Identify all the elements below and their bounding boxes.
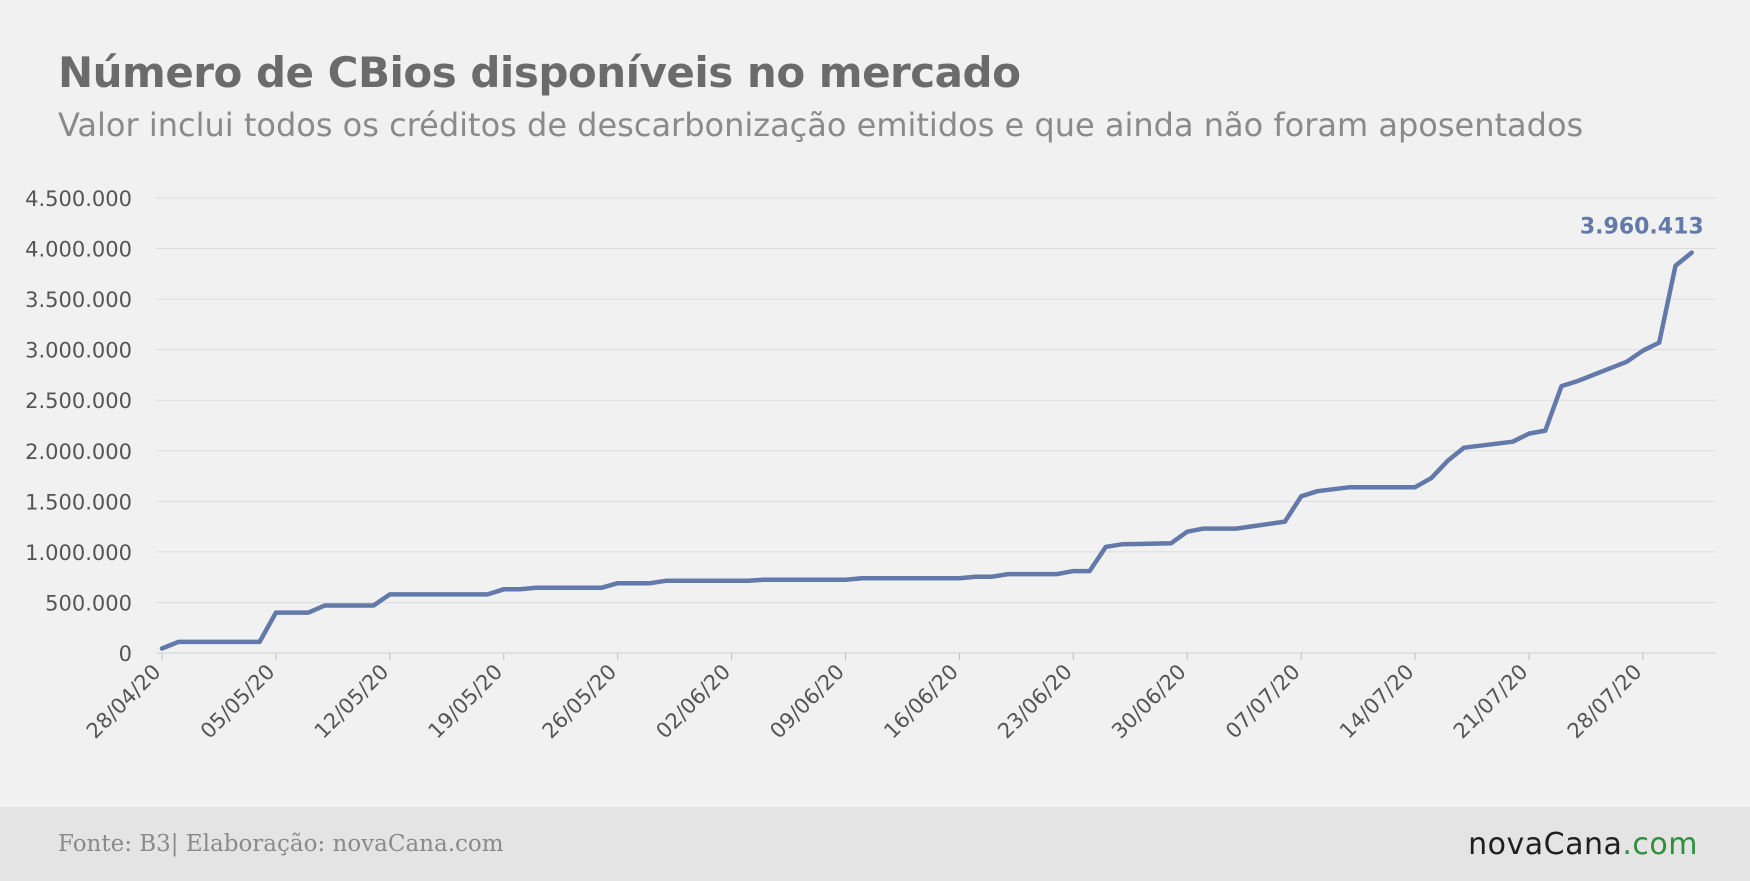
data-label: 3.960.413: [1580, 215, 1704, 240]
y-tick-label: 4.000.000: [25, 238, 132, 262]
x-tick-label: 14/07/20: [1335, 660, 1419, 744]
series-line: [159, 250, 1694, 651]
x-tick-label: 12/05/20: [310, 660, 394, 744]
x-tick-label: 30/06/20: [1107, 660, 1191, 744]
brand-logo: novaCana.com: [1468, 827, 1698, 862]
x-tick-label: 28/07/20: [1563, 660, 1647, 744]
line-chart: 0 500.000 1.000.000 1.500.000 2.000.000 2.500…: [25, 187, 1716, 744]
chart-title: Número de CBios disponíveis no mercado: [58, 48, 1021, 97]
x-tick-label: 26/05/20: [538, 660, 622, 744]
y-tick-label: 1.000.000: [25, 541, 132, 565]
y-tick-label: 1.500.000: [25, 490, 132, 514]
gridlines: [156, 197, 1716, 660]
y-axis-tick-labels: 0 500.000 1.000.000 1.500.000 2.000.000 2.500…: [25, 187, 132, 666]
brand-suffix: .com: [1622, 827, 1698, 862]
x-axis-tick-labels: 28/04/20 05/05/20 12/05/20 19/05/20 26/05/20…: [82, 660, 1647, 744]
y-tick-label: 2.000.000: [25, 440, 132, 464]
y-tick-label: 2.500.000: [25, 389, 132, 413]
footer-bar: Fonte: B3| Elaboração: novaCana.com nova…: [0, 807, 1750, 881]
y-tick-label: 4.500.000: [25, 187, 132, 211]
x-tick-label: 16/06/20: [879, 660, 963, 744]
x-tick-label: 02/06/20: [651, 660, 735, 744]
brand-name: novaCana: [1468, 827, 1623, 862]
x-tick-label: 07/07/20: [1221, 660, 1305, 744]
x-tick-label: 09/06/20: [765, 660, 849, 744]
x-tick-label: 23/06/20: [993, 660, 1077, 744]
x-tick-label: 21/07/20: [1449, 660, 1533, 744]
x-tick-label: 28/04/20: [82, 660, 166, 744]
y-tick-label: 0: [119, 642, 132, 666]
series-layer: [159, 250, 1694, 651]
source-credit: Fonte: B3| Elaboração: novaCana.com: [58, 831, 504, 857]
annotations: 3.960.413: [1580, 215, 1704, 240]
y-tick-label: 3.500.000: [25, 288, 132, 312]
x-tick-label: 19/05/20: [424, 660, 508, 744]
x-tick-label: 05/05/20: [196, 660, 280, 744]
y-tick-label: 500.000: [45, 591, 132, 615]
chart-subtitle: Valor inclui todos os créditos de descar…: [58, 106, 1584, 144]
y-tick-label: 3.000.000: [25, 339, 132, 363]
